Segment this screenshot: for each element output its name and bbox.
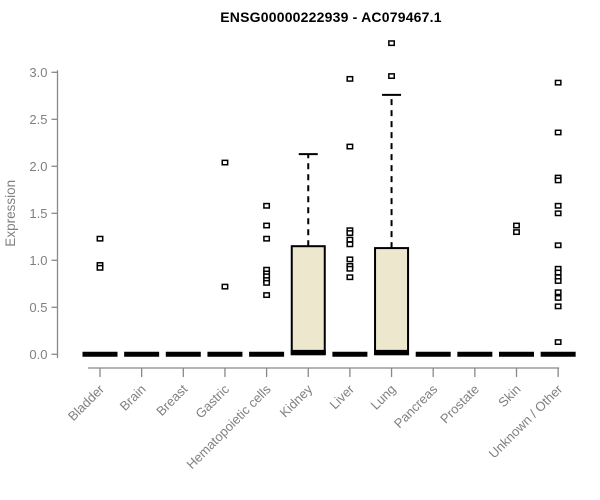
outlier-point [346, 143, 354, 150]
x-tick-label: Unknown / Other [486, 381, 566, 461]
outlier-point [388, 73, 396, 80]
outlier-point [221, 283, 229, 290]
boxplot-group [207, 159, 243, 357]
box-rect [374, 247, 410, 356]
outlier-point [346, 274, 354, 281]
boxplot-group [499, 222, 534, 357]
boxplot-group [540, 79, 576, 357]
outlier-point [554, 339, 562, 346]
y-tick-label: 2.5 [29, 112, 47, 127]
chart-title: ENSG00000222939 - AC079467.1 [220, 9, 442, 25]
outlier-point [554, 242, 562, 249]
outlier-point [263, 235, 271, 242]
boxplot-group [82, 235, 118, 357]
x-tick-label: Skin [495, 382, 523, 410]
outlier-point [554, 294, 562, 301]
outlier-point [346, 75, 354, 82]
outlier-point [263, 202, 271, 209]
y-tick-label: 3.0 [29, 65, 47, 80]
boxplot-group [249, 202, 285, 357]
outlier-point [263, 279, 271, 286]
outlier-point [554, 129, 562, 136]
y-tick-label: 0.0 [29, 347, 47, 362]
outlier-point [388, 40, 396, 47]
x-tick-label: Pancreas [391, 381, 441, 431]
outlier-point [513, 222, 520, 229]
x-tick-label: Liver [326, 381, 357, 412]
boxplot-group [332, 75, 368, 357]
x-tick-label: Brain [117, 382, 149, 414]
outlier-point [554, 289, 562, 296]
outlier-point [346, 236, 354, 243]
outlier-point [554, 278, 562, 284]
box-rect [290, 245, 326, 356]
x-tick-label: Kidney [277, 381, 316, 420]
outlier-point [263, 292, 271, 299]
outlier-point [513, 229, 520, 236]
outlier-point [346, 265, 354, 272]
y-tick-label: 1.5 [29, 206, 47, 221]
outlier-point [554, 79, 562, 86]
outlier-point [96, 235, 104, 242]
x-tick-label: Breast [153, 381, 190, 418]
x-tick-label: Bladder [65, 381, 108, 424]
y-tick-label: 0.5 [29, 300, 47, 315]
outlier-point [554, 202, 562, 209]
outlier-point [346, 230, 354, 236]
outlier-point [554, 177, 562, 184]
boxplot-group [374, 40, 410, 356]
outlier-point [346, 241, 354, 248]
outlier-point [554, 269, 562, 276]
outlier-point [221, 159, 229, 166]
y-tick-label: 1.0 [29, 253, 47, 268]
x-tick-label: Gastric [192, 381, 232, 421]
x-tick-label: Lung [368, 382, 399, 413]
y-axis-label: Expression [3, 180, 18, 247]
outlier-point [96, 264, 104, 271]
outlier-point [346, 256, 354, 263]
x-tick-label: Prostate [437, 382, 482, 427]
outlier-point [263, 222, 271, 229]
y-tick-label: 2.0 [29, 159, 47, 174]
outlier-point [554, 303, 562, 310]
outlier-point [554, 210, 562, 217]
boxplot-group [290, 153, 326, 356]
